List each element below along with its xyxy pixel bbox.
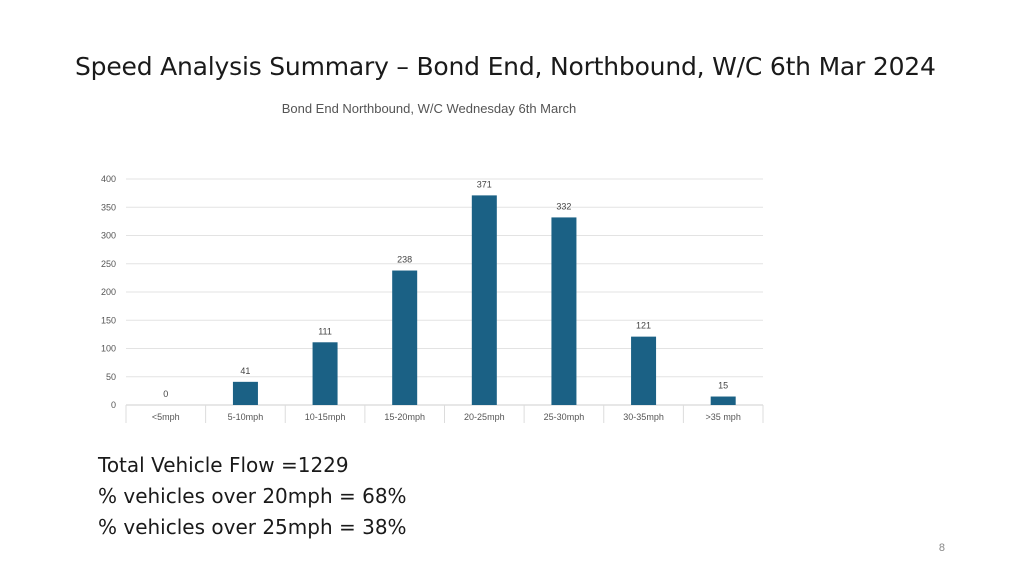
- y-tick-label: 150: [101, 315, 116, 325]
- x-tick-label: 20-25mph: [464, 412, 505, 422]
- data-labels: 0 41 111 238 371 332 121 15: [163, 179, 728, 399]
- summary-stats: Total Vehicle Flow =1229 % vehicles over…: [98, 450, 407, 543]
- summary-over-25mph: % vehicles over 25mph = 38%: [98, 515, 407, 539]
- page-number: 8: [938, 542, 945, 554]
- y-tick-label: 300: [101, 231, 116, 241]
- x-tick-label: 15-20mph: [384, 412, 425, 422]
- bar: [471, 195, 497, 405]
- bar: [232, 381, 258, 405]
- summary-over-20mph: % vehicles over 20mph = 68%: [98, 484, 407, 508]
- x-tick-label: 10-15mph: [305, 412, 346, 422]
- gridlines: [125, 178, 764, 423]
- y-tick-label: 400: [101, 174, 116, 184]
- x-tick-label: <5mph: [152, 412, 180, 422]
- x-tick-label: >35 mph: [706, 412, 741, 422]
- x-tick-label: 25-30mph: [544, 412, 585, 422]
- summary-total-flow: Total Vehicle Flow =1229: [98, 453, 349, 477]
- bar: [392, 270, 418, 405]
- bar: [551, 217, 577, 405]
- x-axis-ticks: <5mph 5-10mph 10-15mph 15-20mph 20-25mph 25-3…: [152, 412, 741, 422]
- data-label: 371: [477, 179, 492, 189]
- y-tick-label: 0: [111, 400, 116, 410]
- bars: [232, 195, 736, 405]
- bar: [710, 396, 736, 405]
- y-tick-label: 250: [101, 259, 116, 269]
- chart-title: Bond End Northbound, W/C Wednesday 6th M…: [282, 101, 577, 116]
- y-tick-label: 350: [101, 202, 116, 212]
- data-label: 121: [636, 321, 651, 331]
- data-label: 332: [556, 201, 571, 211]
- x-tick-label: 5-10mph: [228, 412, 264, 422]
- data-label: 111: [318, 326, 332, 336]
- data-label: 15: [718, 381, 728, 391]
- y-tick-label: 200: [101, 287, 116, 297]
- data-label: 238: [397, 255, 412, 265]
- y-tick-label: 50: [106, 372, 116, 382]
- bar: [312, 342, 338, 405]
- bar: [631, 336, 657, 405]
- y-axis-ticks: 0 50 100 150 200 250 300 350 400: [101, 174, 116, 410]
- data-label: 41: [240, 366, 250, 376]
- y-tick-label: 100: [101, 344, 116, 354]
- data-label: 0: [163, 389, 168, 399]
- x-tick-label: 30-35mph: [623, 412, 664, 422]
- slide-title: Speed Analysis Summary – Bond End, North…: [75, 52, 936, 81]
